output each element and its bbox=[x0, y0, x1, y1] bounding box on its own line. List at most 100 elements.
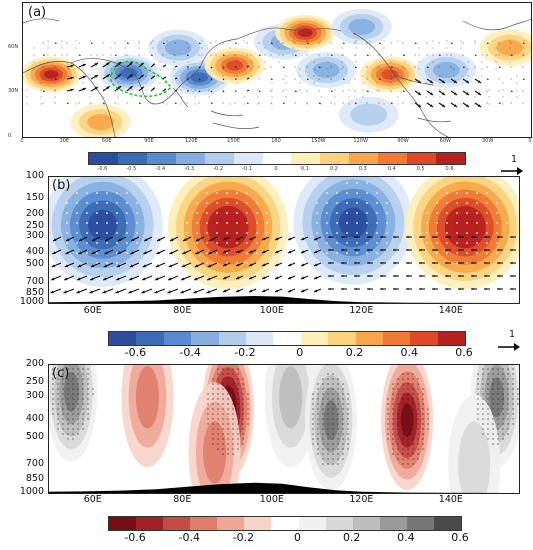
panel-c-colorbar-tick: -0.6 bbox=[124, 531, 146, 544]
panel-a-colorbar-tick: 0 bbox=[274, 166, 278, 172]
panel-b-x-tick: 60E bbox=[83, 305, 102, 316]
panel-c-anomaly-5 bbox=[305, 365, 357, 491]
panel-a-colorbar-swatch-3 bbox=[175, 153, 205, 164]
panel-a-colorbar bbox=[88, 152, 466, 165]
panel-b-y-tick: 250 bbox=[25, 220, 44, 232]
panel-a-anomaly-12 bbox=[70, 104, 131, 137]
panel-a-colorbar-swatch-2 bbox=[146, 153, 176, 164]
panel-a-x-tick: 60W bbox=[439, 138, 451, 144]
panel-c-colorbar-swatch-4 bbox=[217, 517, 245, 530]
panel-a-map bbox=[23, 3, 531, 137]
panel-a-y-tick: 30N bbox=[8, 88, 19, 95]
panel-c-colorbar-swatch-2 bbox=[163, 517, 191, 530]
panel-a-label: (a) bbox=[28, 5, 47, 20]
panel-c-y-tick: 500 bbox=[25, 430, 44, 442]
panel-c-colorbar-swatch-5 bbox=[244, 517, 272, 530]
panel-c-y-tick: 850 bbox=[25, 473, 44, 485]
panel-b-colorbar-swatch-2 bbox=[163, 332, 192, 345]
panel-a-anomaly-10 bbox=[416, 52, 477, 88]
panel-b-colorbar-swatch-8 bbox=[328, 332, 356, 345]
panel-a-x-tick: 150W bbox=[311, 138, 326, 144]
panel-b-anomaly-2 bbox=[293, 177, 414, 285]
panel-a-anomaly-7 bbox=[296, 52, 357, 88]
panel-a-x-tick: 0 bbox=[20, 138, 24, 144]
panel-b-reference-vector-label: 1 bbox=[509, 329, 516, 340]
panel-c-colorbar-swatch-10 bbox=[379, 517, 407, 530]
panel-b-colorbar-tick: -0.6 bbox=[124, 346, 147, 359]
panel-b-colorbar-tick: 0.4 bbox=[400, 346, 418, 359]
panel-b-colorbar-swatch-3 bbox=[191, 332, 219, 345]
panel-c-colorbar-swatch-9 bbox=[352, 517, 380, 530]
panel-a bbox=[22, 2, 532, 138]
panel-c-cross-section bbox=[49, 365, 519, 493]
panel-a-reference-vector-label: 1 bbox=[511, 154, 518, 165]
panel-c-x-tick: 120E bbox=[349, 494, 374, 505]
panel-b-x-tick: 120E bbox=[349, 305, 374, 316]
panel-a-x-tick: 180 bbox=[271, 138, 281, 144]
panel-b-colorbar-swatch-5 bbox=[245, 332, 274, 345]
panel-a-colorbar-tick: 0.1 bbox=[300, 166, 309, 172]
panel-c-colorbar bbox=[108, 516, 462, 531]
panel-c-colorbar-tick: 0.2 bbox=[342, 531, 361, 544]
panel-a-anomaly-11 bbox=[479, 29, 531, 66]
panel-a-coastlines bbox=[23, 18, 531, 137]
panel-b-colorbar-swatch-12 bbox=[437, 332, 466, 345]
panel-b-colorbar-tick: -0.2 bbox=[234, 346, 256, 359]
panel-b-x-tick: 140E bbox=[438, 305, 463, 316]
panel-b-colorbar-tick: -0.4 bbox=[179, 346, 201, 359]
panel-a-reference-vector-arrow bbox=[501, 167, 523, 175]
panel-b-y-tick: 500 bbox=[25, 258, 44, 270]
panel-c-x-tick: 100E bbox=[259, 494, 284, 505]
panel-b-x-tick: 80E bbox=[173, 305, 192, 316]
panel-b-y-tick: 200 bbox=[25, 207, 44, 219]
panel-b-colorbar-swatch-11 bbox=[410, 332, 438, 345]
panel-b-colorbar-swatch-1 bbox=[136, 332, 164, 345]
panel-a-x-tick: 0 bbox=[528, 138, 532, 144]
panel-a-colorbar-swatch-4 bbox=[204, 153, 234, 164]
panel-c-x-tick: 80E bbox=[173, 494, 192, 505]
panel-a-anomaly-9 bbox=[338, 96, 399, 133]
panel-a-colorbar-swatch-9 bbox=[349, 153, 379, 164]
panel-a-anomaly-1 bbox=[98, 54, 159, 91]
panel-a-colorbar-swatch-7 bbox=[291, 153, 321, 164]
panel-a-colorbar-swatch-0 bbox=[89, 153, 118, 164]
panel-a-colorbar-tick: 0.6 bbox=[445, 166, 454, 172]
panel-a-stippling bbox=[26, 40, 525, 105]
panel-a-anomaly-13 bbox=[331, 8, 392, 45]
panel-a-colorbar-tick: 0.3 bbox=[358, 166, 367, 172]
panel-c-colorbar-swatch-3 bbox=[190, 517, 218, 530]
panel-a-wind-vectors bbox=[42, 42, 525, 108]
panel-a-colorbar-tick: -0.3 bbox=[184, 166, 195, 172]
panel-a-colorbar-tick: -0.2 bbox=[213, 166, 224, 172]
panel-c-colorbar-tick: 0.4 bbox=[397, 531, 415, 544]
panel-c-y-tick: 700 bbox=[25, 457, 44, 469]
panel-a-colorbar-tick: -0.5 bbox=[126, 166, 137, 172]
panel-c-colorbar-tick: -0.2 bbox=[232, 531, 255, 544]
panel-b-y-tick: 1000 bbox=[19, 296, 44, 307]
panel-c-colorbar-swatch-6 bbox=[271, 517, 299, 530]
panel-b-colorbar-tick: 0.6 bbox=[455, 346, 473, 359]
panel-c-anomaly-3 bbox=[188, 382, 241, 493]
panel-a-x-tick: 30E bbox=[59, 138, 70, 144]
panel-a-anomaly-0 bbox=[23, 56, 82, 93]
panel-c-colorbar-swatch-0 bbox=[109, 517, 137, 530]
panel-a-colorbar-swatch-10 bbox=[378, 153, 408, 164]
panel-b-y-tick: 400 bbox=[25, 245, 44, 257]
panel-c-colorbar-tick: 0 bbox=[294, 531, 302, 544]
panel-a-x-tick: 150E bbox=[227, 138, 241, 144]
panel-a-colorbar-swatch-12 bbox=[436, 153, 465, 164]
panel-a-y-tick: 60N bbox=[8, 43, 19, 50]
panel-a-colorbar-tick: 0.5 bbox=[416, 166, 425, 172]
panel-a-colorbar-swatch-8 bbox=[320, 153, 350, 164]
panel-b-stippling bbox=[66, 182, 508, 264]
panel-c-colorbar-swatch-7 bbox=[298, 517, 326, 530]
panel-c-y-tick: 200 bbox=[25, 358, 44, 369]
panel-b-colorbar bbox=[108, 331, 466, 346]
panel-c-anomaly-1 bbox=[121, 365, 174, 468]
panel-c-y-tick: 250 bbox=[25, 375, 44, 387]
panel-c-colorbar-swatch-12 bbox=[433, 517, 462, 530]
panel-b-terrain bbox=[49, 296, 519, 303]
panel-b-colorbar-swatch-6 bbox=[273, 332, 301, 345]
panel-a-x-tick: 30W bbox=[482, 138, 494, 144]
panel-a-x-tick: 90W bbox=[397, 138, 409, 144]
